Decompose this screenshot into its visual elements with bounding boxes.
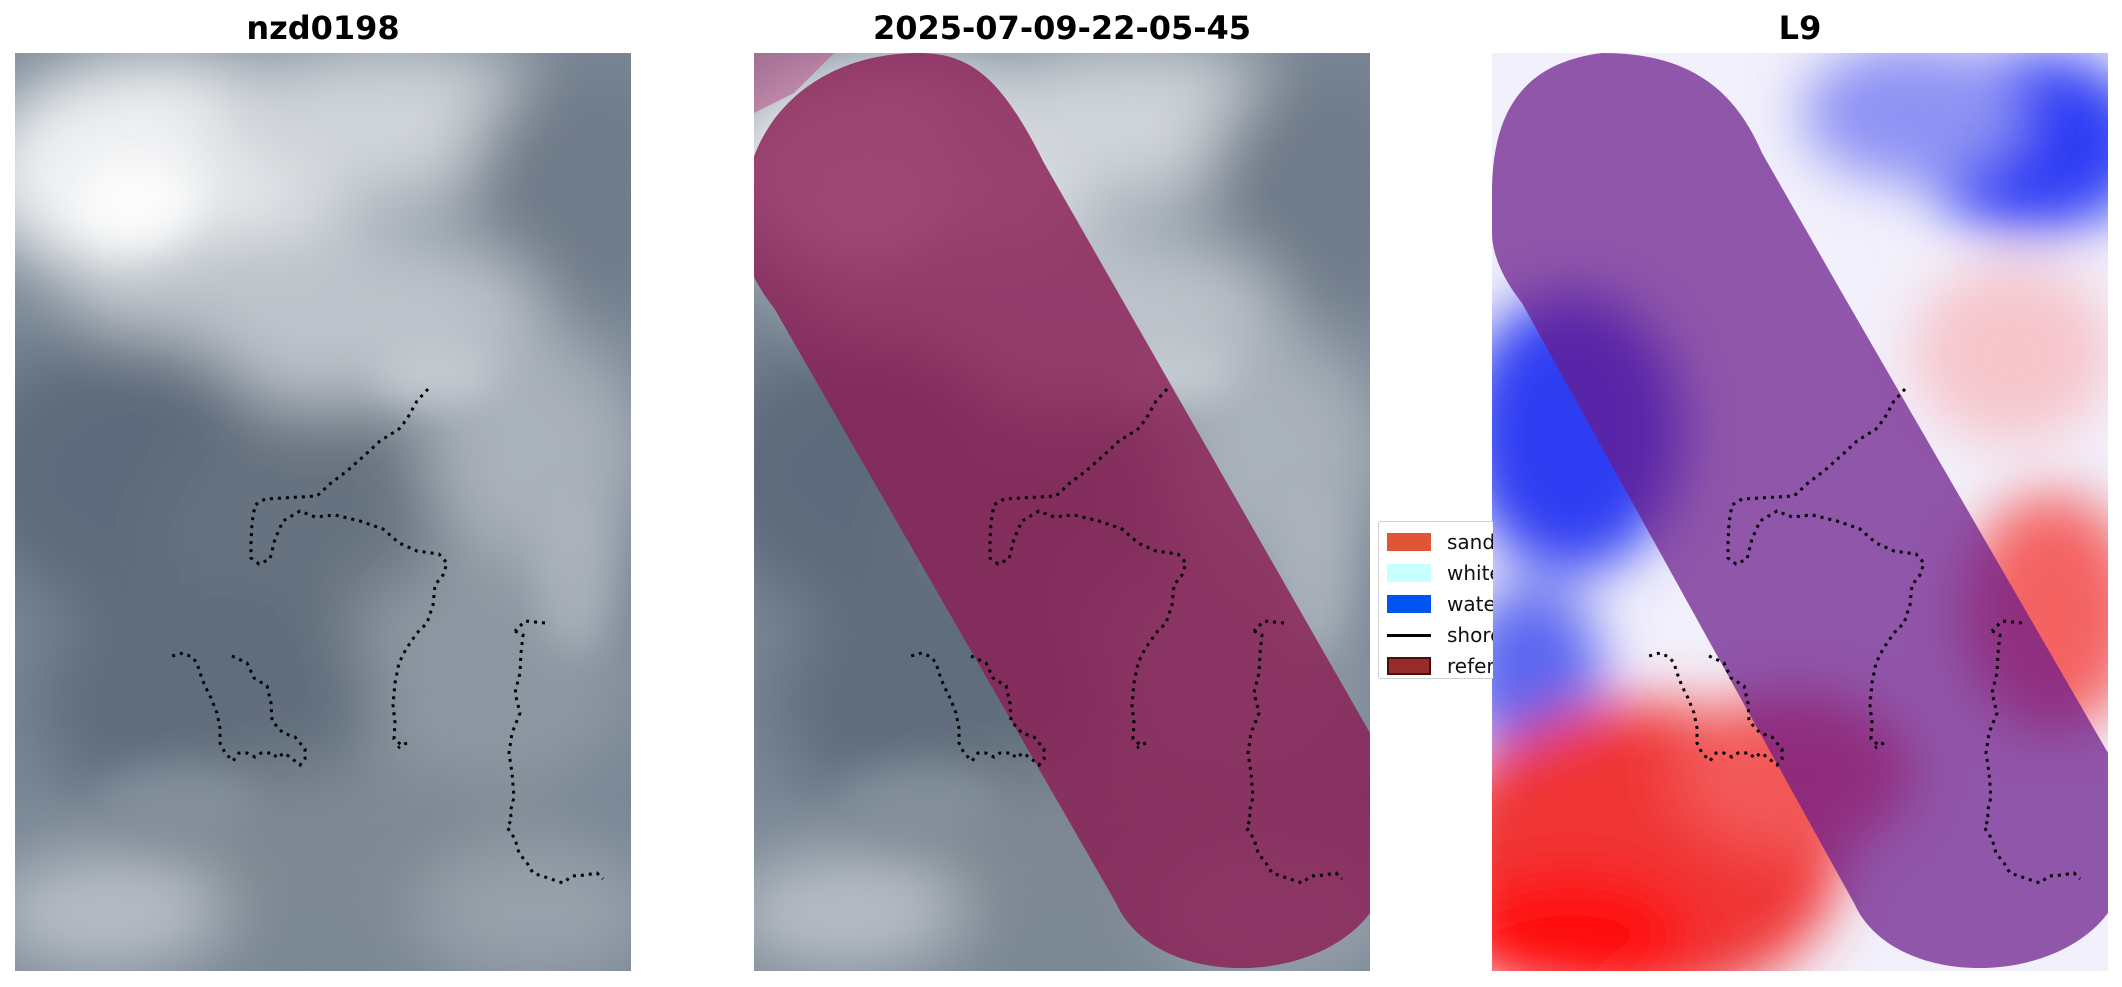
panel-title-3: L9 (1778, 9, 1822, 47)
legend-line-shoreline (1387, 634, 1431, 637)
reference-overlay-panel (754, 53, 1370, 971)
satellite-image (15, 53, 631, 971)
reference-area-shape-l9 (1492, 53, 2108, 969)
legend-swatch-reference-area (1387, 657, 1431, 675)
legend: sand white-water water shoreline referen… (1378, 521, 1493, 679)
legend-label: water (1447, 592, 1493, 616)
reference-area-shape (754, 53, 1370, 969)
panel-title-2: 2025-07-09-22-05-45 (872, 9, 1252, 47)
reference-overlay-image (754, 53, 1370, 971)
legend-label: reference area (1447, 654, 1493, 678)
legend-label: white-water (1447, 561, 1493, 585)
satellite-image-panel (15, 53, 631, 971)
classification-panel (1492, 53, 2108, 971)
legend-label: shoreline (1447, 623, 1493, 647)
legend-swatch-water (1387, 595, 1431, 613)
legend-swatch-white-water (1387, 564, 1431, 582)
panel-title-1: nzd0198 (246, 9, 400, 47)
classification-image (1492, 53, 2108, 971)
legend-label: sand (1447, 530, 1493, 554)
legend-swatch-sand (1387, 533, 1431, 551)
